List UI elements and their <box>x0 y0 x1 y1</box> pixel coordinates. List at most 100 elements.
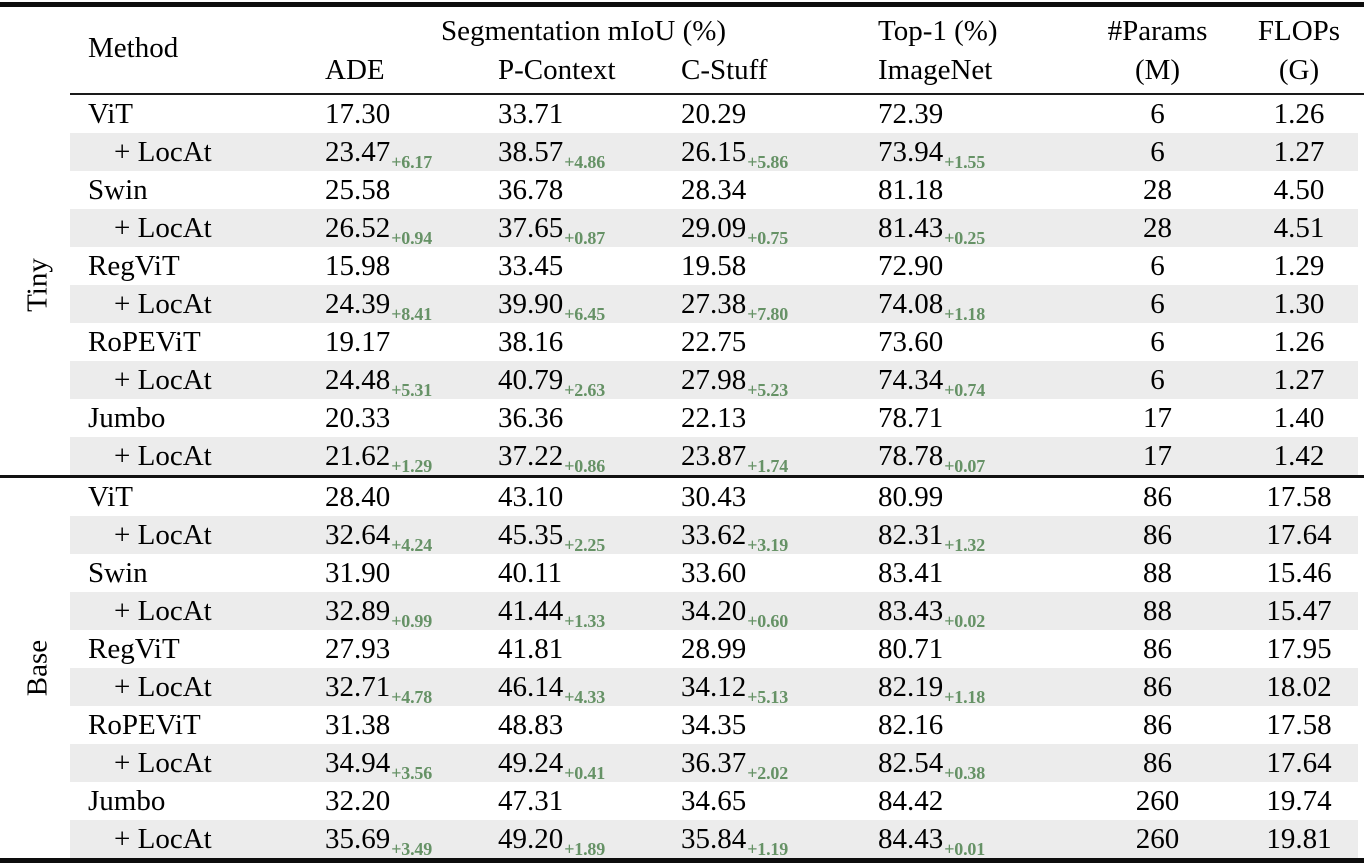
metric-value: 32.64 <box>325 519 391 551</box>
improvement-delta: +1.33 <box>564 611 606 631</box>
improvement-delta: +1.32 <box>944 535 986 555</box>
metric-value: 46.14 <box>498 671 564 703</box>
improvement-delta: +2.25 <box>564 535 606 555</box>
cell-params: 6 <box>1150 326 1165 358</box>
cell-imagenet: 74.34+0.74 <box>860 361 1095 409</box>
metric-value: 28.99 <box>681 633 747 665</box>
cell-flops: 17.64 <box>1266 747 1332 779</box>
metric-value: 33.71 <box>498 98 564 130</box>
table-row: + LocAt 26.52+0.94 37.65+0.87 29.09+0.75 81.… <box>70 209 1358 248</box>
header-seg-group: Segmentation mIoU (%) <box>440 15 727 47</box>
metric-value: 49.24 <box>498 747 564 779</box>
metric-value: 73.60 <box>878 326 944 358</box>
improvement-delta: +8.41 <box>391 304 433 324</box>
cell-c-stuff: 23.87+1.74 <box>663 437 860 485</box>
table-row: + LocAt 32.89+0.99 41.44+1.33 34.20+0.60 83.… <box>70 592 1358 631</box>
cell-ade: 24.39+8.41 <box>307 285 480 333</box>
improvement-delta: +4.86 <box>564 152 606 172</box>
cell-c-stuff: 30.43 <box>663 478 860 516</box>
metric-value: 36.78 <box>498 174 564 206</box>
metric-value: 28.40 <box>325 481 391 513</box>
cell-flops: 1.30 <box>1273 288 1325 320</box>
cell-imagenet: 83.41 <box>860 554 1095 592</box>
improvement-delta: +5.23 <box>747 380 789 400</box>
cell-params: 86 <box>1143 633 1172 665</box>
metric-value: 34.65 <box>681 785 747 817</box>
improvement-delta: +2.02 <box>747 763 789 783</box>
cell-p-context: 41.81 <box>480 630 663 668</box>
cell-c-stuff: 35.84+1.19 <box>663 820 860 866</box>
cell-ade: 34.94+3.56 <box>307 744 480 792</box>
section-tiny: Tiny ViT 17.30 33.71 20.29 72.39 6 1.26 + LocAt 2… <box>0 95 1364 476</box>
metric-value: 72.90 <box>878 250 944 282</box>
cell-p-context: 49.24+0.41 <box>480 744 663 792</box>
cell-ade: 32.89+0.99 <box>307 592 480 640</box>
cell-flops: 1.27 <box>1273 136 1325 168</box>
header-params: #Params <box>1107 15 1208 47</box>
cell-flops: 19.74 <box>1266 785 1332 817</box>
cell-imagenet: 82.16 <box>860 706 1095 744</box>
improvement-delta: +1.89 <box>564 839 606 859</box>
cell-imagenet: 74.08+1.18 <box>860 285 1095 333</box>
table-row: RoPEViT 19.17 38.16 22.75 73.60 6 1.26 <box>70 323 1358 361</box>
metric-value: 28.34 <box>681 174 747 206</box>
cell-flops: 18.02 <box>1266 671 1332 703</box>
header-p-context: P-Context <box>498 54 616 86</box>
header-flops-unit: (G) <box>1278 54 1320 86</box>
cell-params: 88 <box>1143 595 1172 627</box>
metric-value: 24.39 <box>325 288 391 320</box>
cell-params: 86 <box>1143 747 1172 779</box>
cell-c-stuff: 36.37+2.02 <box>663 744 860 792</box>
metric-value: 43.10 <box>498 481 564 513</box>
cell-p-context: 39.90+6.45 <box>480 285 663 333</box>
table-row: + LocAt 23.47+6.17 38.57+4.86 26.15+5.86 73.… <box>70 133 1358 172</box>
metric-value: 27.93 <box>325 633 391 665</box>
metric-value: 83.41 <box>878 557 944 589</box>
cell-method: + LocAt <box>114 595 212 627</box>
improvement-delta: +1.29 <box>391 456 433 476</box>
cell-method: RoPEViT <box>88 326 201 358</box>
cell-imagenet: 81.18 <box>860 171 1095 209</box>
cell-imagenet: 82.31+1.32 <box>860 516 1095 564</box>
cell-imagenet: 81.43+0.25 <box>860 209 1095 257</box>
improvement-delta: +4.33 <box>564 687 606 707</box>
cell-method: + LocAt <box>114 136 212 168</box>
metric-value: 38.57 <box>498 136 564 168</box>
cell-p-context: 48.83 <box>480 706 663 744</box>
metric-value: 83.43 <box>878 595 944 627</box>
metric-value: 31.90 <box>325 557 391 589</box>
metric-value: 32.71 <box>325 671 391 703</box>
table-row: + LocAt 35.69+3.49 49.20+1.89 35.84+1.19 84.… <box>70 820 1358 859</box>
metric-value: 29.09 <box>681 212 747 244</box>
improvement-delta: +0.86 <box>564 456 606 476</box>
cell-method: RegViT <box>88 250 180 282</box>
cell-method: Jumbo <box>88 402 166 434</box>
improvement-delta: +0.02 <box>944 611 986 631</box>
cell-params: 17 <box>1143 440 1172 472</box>
cell-params: 88 <box>1143 557 1172 589</box>
metric-value: 74.34 <box>878 364 944 396</box>
metric-value: 36.36 <box>498 402 564 434</box>
improvement-delta: +1.18 <box>944 687 986 707</box>
improvement-delta: +6.17 <box>391 152 433 172</box>
metric-value: 35.69 <box>325 823 391 855</box>
cell-p-context: 37.22+0.86 <box>480 437 663 485</box>
cell-imagenet: 78.71 <box>860 399 1095 437</box>
cell-params: 86 <box>1143 709 1172 741</box>
metric-value: 23.87 <box>681 440 747 472</box>
cell-c-stuff: 19.58 <box>663 247 860 285</box>
improvement-delta: +5.13 <box>747 687 789 707</box>
cell-method: RoPEViT <box>88 709 201 741</box>
cell-flops: 4.51 <box>1273 212 1325 244</box>
improvement-delta: +5.31 <box>391 380 433 400</box>
improvement-delta: +5.86 <box>747 152 789 172</box>
cell-imagenet: 80.71 <box>860 630 1095 668</box>
metric-value: 22.13 <box>681 402 747 434</box>
cell-flops: 17.95 <box>1266 633 1332 665</box>
improvement-delta: +4.78 <box>391 687 433 707</box>
metric-value: 27.38 <box>681 288 747 320</box>
improvement-delta: +0.75 <box>747 228 789 248</box>
cell-p-context: 38.16 <box>480 323 663 361</box>
cell-ade: 19.17 <box>307 323 480 361</box>
table-row: RegViT 27.93 41.81 28.99 80.71 86 17.95 <box>70 630 1358 668</box>
